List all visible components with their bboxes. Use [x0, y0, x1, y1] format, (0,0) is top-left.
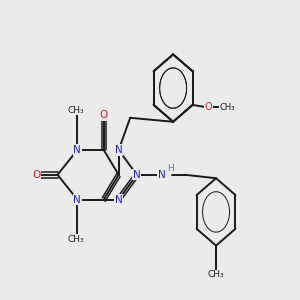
Text: N: N: [115, 145, 122, 155]
Text: O: O: [205, 102, 212, 112]
Text: CH₃: CH₃: [68, 106, 84, 115]
Text: O: O: [32, 170, 40, 180]
Text: H: H: [167, 164, 173, 173]
Text: N: N: [115, 194, 122, 205]
Text: N: N: [74, 194, 81, 205]
Text: CH₃: CH₃: [68, 235, 84, 244]
Text: N: N: [158, 170, 165, 180]
Text: CH₃: CH₃: [208, 270, 224, 279]
Text: N: N: [133, 170, 141, 180]
Text: N: N: [74, 145, 81, 155]
Text: O: O: [100, 110, 108, 120]
Text: CH₃: CH₃: [219, 103, 235, 112]
